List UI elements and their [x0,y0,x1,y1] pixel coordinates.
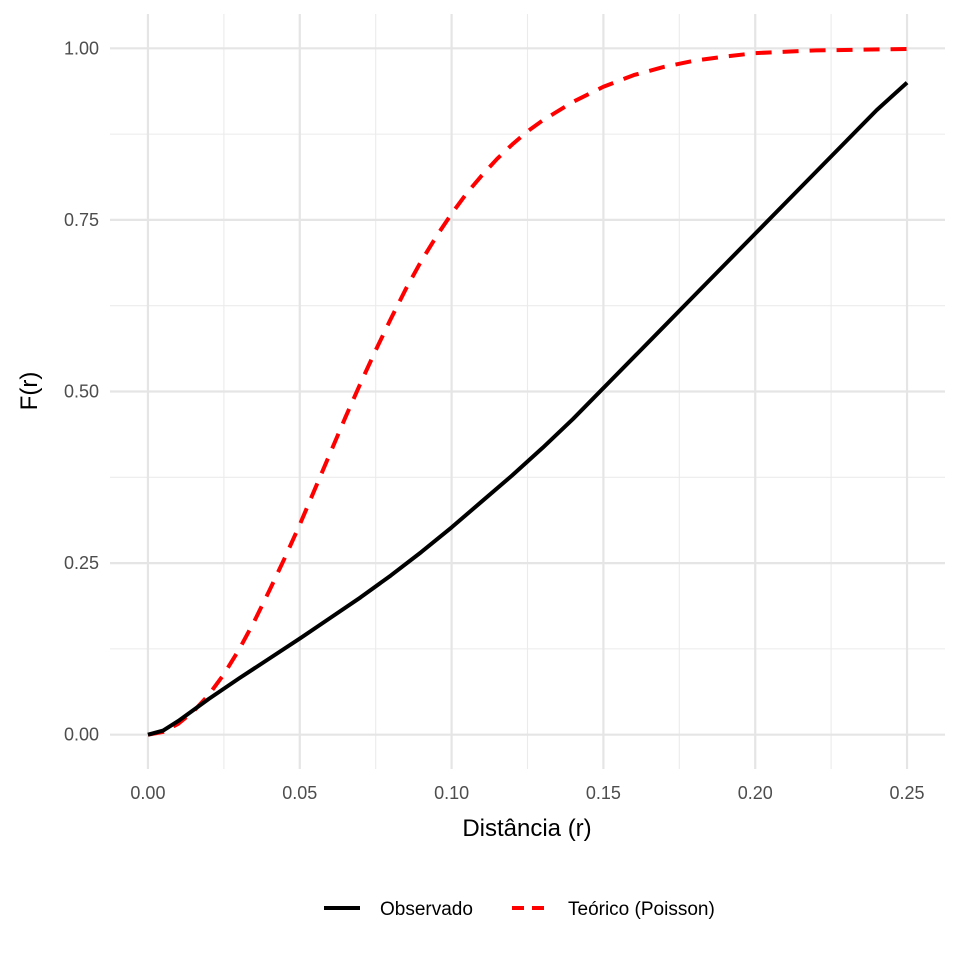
y-axis-tick-labels: 0.00 0.25 0.50 0.75 1.00 [64,38,99,744]
legend-label-teorico: Teórico (Poisson) [568,899,715,920]
y-tick-label: 0.50 [64,382,99,402]
x-tick-label: 0.10 [434,783,469,803]
x-tick-label: 0.20 [738,783,773,803]
x-tick-label: 0.00 [130,783,165,803]
x-tick-label: 0.25 [890,783,925,803]
y-tick-label: 0.75 [64,210,99,230]
legend-label-observado: Observado [380,899,473,920]
y-tick-label: 1.00 [64,38,99,58]
legend: Observado Teórico (Poisson) [324,899,715,920]
x-axis-tick-labels: 0.00 0.05 0.10 0.15 0.20 0.25 [130,783,924,803]
legend-item-observado: Observado [324,899,473,920]
y-axis-title: F(r) [16,372,43,411]
x-axis-title: Distância (r) [462,815,591,842]
x-tick-label: 0.15 [586,783,621,803]
series-line-observado [147,81,909,737]
x-tick-label: 0.05 [282,783,317,803]
series-line-teorico [147,47,908,737]
series-lines [147,47,909,737]
y-tick-label: 0.25 [64,553,99,573]
legend-item-teorico: Teórico (Poisson) [512,899,715,920]
y-tick-label: 0.00 [64,725,99,745]
major-gridlines [110,14,945,769]
